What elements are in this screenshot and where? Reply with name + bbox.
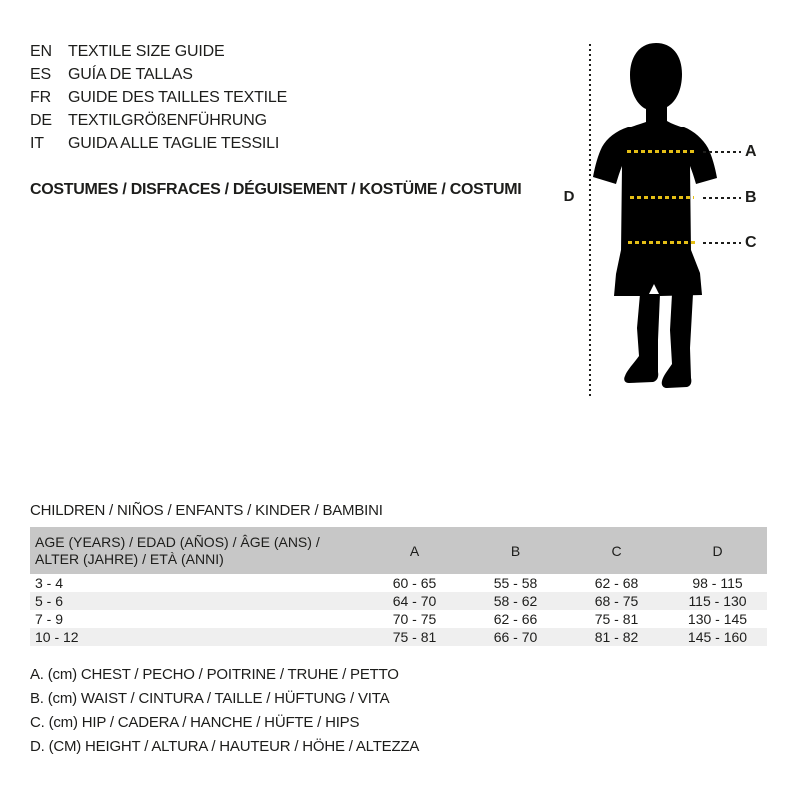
language-list: EN TEXTILE SIZE GUIDE ES GUÍA DE TALLAS … [30, 40, 287, 155]
legend-height: D. (CM) HEIGHT / ALTURA / HAUTEUR / HÖHE… [30, 738, 420, 755]
height-range: 130 - 145 [687, 611, 748, 627]
column-header-d: D [712, 542, 723, 559]
waist-range: 66 - 70 [493, 629, 538, 645]
age-header-line1: AGE (YEARS) / EDAD (AÑOS) / ÂGE (ANS) / [35, 533, 320, 550]
hip-range: 68 - 75 [594, 593, 639, 609]
children-section-title: CHILDREN / NIÑOS / ENFANTS / KINDER / BA… [30, 502, 383, 519]
age-column-header: AGE (YEARS) / EDAD (AÑOS) / ÂGE (ANS) / … [30, 534, 364, 568]
hip-dash-line [628, 241, 697, 244]
column-header-b: B [510, 542, 521, 559]
language-row-de: DE TEXTILGRÖßENFÜHRUNG [30, 109, 287, 132]
column-header-c: C [611, 542, 622, 559]
table-row: 7 - 9 70 - 75 62 - 66 75 - 81 130 - 145 [30, 610, 767, 628]
age-value: 3 - 4 [35, 575, 64, 591]
age-value: 7 - 9 [35, 611, 64, 627]
language-row-fr: FR GUIDE DES TAILLES TEXTILE [30, 86, 287, 109]
table-row: 5 - 6 64 - 70 58 - 62 68 - 75 115 - 130 [30, 592, 767, 610]
height-range: 145 - 160 [687, 629, 748, 645]
hip-measure-label: C [745, 234, 757, 251]
chest-range: 60 - 65 [392, 575, 437, 591]
height-dotted-line [589, 44, 591, 396]
chest-measure-label: A [745, 143, 757, 160]
language-title-es: GUÍA DE TALLAS [68, 65, 193, 83]
waist-range: 58 - 62 [493, 593, 538, 609]
age-value: 5 - 6 [35, 593, 64, 609]
table-row: 3 - 4 60 - 65 55 - 58 62 - 68 98 - 115 [30, 574, 767, 592]
age-header-line2: ALTER (JAHRE) / ETÀ (ANNI) [35, 550, 224, 567]
language-title-de: TEXTILGRÖßENFÜHRUNG [68, 111, 267, 129]
hip-range: 62 - 68 [594, 575, 639, 591]
column-header-a: A [409, 542, 420, 559]
hip-range: 75 - 81 [594, 611, 639, 627]
chest-range: 70 - 75 [392, 611, 437, 627]
table-row: 10 - 12 75 - 81 66 - 70 81 - 82 145 - 16… [30, 628, 767, 646]
hip-leader-line [703, 242, 741, 244]
waist-measure-label: B [745, 189, 757, 206]
height-range: 115 - 130 [688, 593, 747, 609]
height-range: 98 - 115 [692, 575, 743, 591]
language-code-en: EN [30, 42, 52, 60]
chest-dash-line [627, 150, 696, 153]
chest-range: 64 - 70 [392, 593, 437, 609]
children-size-table: AGE (YEARS) / EDAD (AÑOS) / ÂGE (ANS) / … [30, 527, 767, 646]
language-row-en: EN TEXTILE SIZE GUIDE [30, 40, 287, 63]
waist-leader-line [703, 197, 741, 199]
language-code-de: DE [30, 111, 52, 129]
age-value: 10 - 12 [35, 629, 79, 645]
hip-range: 81 - 82 [594, 629, 639, 645]
measurement-legend: A. (cm) CHEST / PECHO / POITRINE / TRUHE… [30, 663, 419, 759]
language-code-it: IT [30, 134, 44, 152]
legend-hip: C. (cm) HIP / CADERA / HANCHE / HÜFTE / … [30, 714, 360, 731]
legend-waist: B. (cm) WAIST / CINTURA / TAILLE / HÜFTU… [30, 690, 390, 707]
table-header-row: AGE (YEARS) / EDAD (AÑOS) / ÂGE (ANS) / … [30, 527, 767, 574]
language-row-it: IT GUIDA ALLE TAGLIE TESSILI [30, 132, 287, 155]
chest-leader-line [703, 151, 741, 153]
legend-chest: A. (cm) CHEST / PECHO / POITRINE / TRUHE… [30, 666, 399, 683]
waist-range: 55 - 58 [493, 575, 538, 591]
waist-range: 62 - 66 [493, 611, 538, 627]
language-title-en: TEXTILE SIZE GUIDE [68, 42, 225, 60]
waist-dash-line [630, 196, 694, 199]
language-row-es: ES GUÍA DE TALLAS [30, 63, 287, 86]
category-title: COSTUMES / DISFRACES / DÉGUISEMENT / KOS… [30, 181, 522, 198]
language-title-fr: GUIDE DES TAILLES TEXTILE [68, 88, 288, 106]
height-measure-label: D [563, 188, 575, 205]
language-code-fr: FR [30, 88, 51, 106]
language-code-es: ES [30, 65, 51, 83]
chest-range: 75 - 81 [392, 629, 437, 645]
child-silhouette-icon [593, 43, 717, 388]
language-title-it: GUIDA ALLE TAGLIE TESSILI [68, 134, 280, 152]
